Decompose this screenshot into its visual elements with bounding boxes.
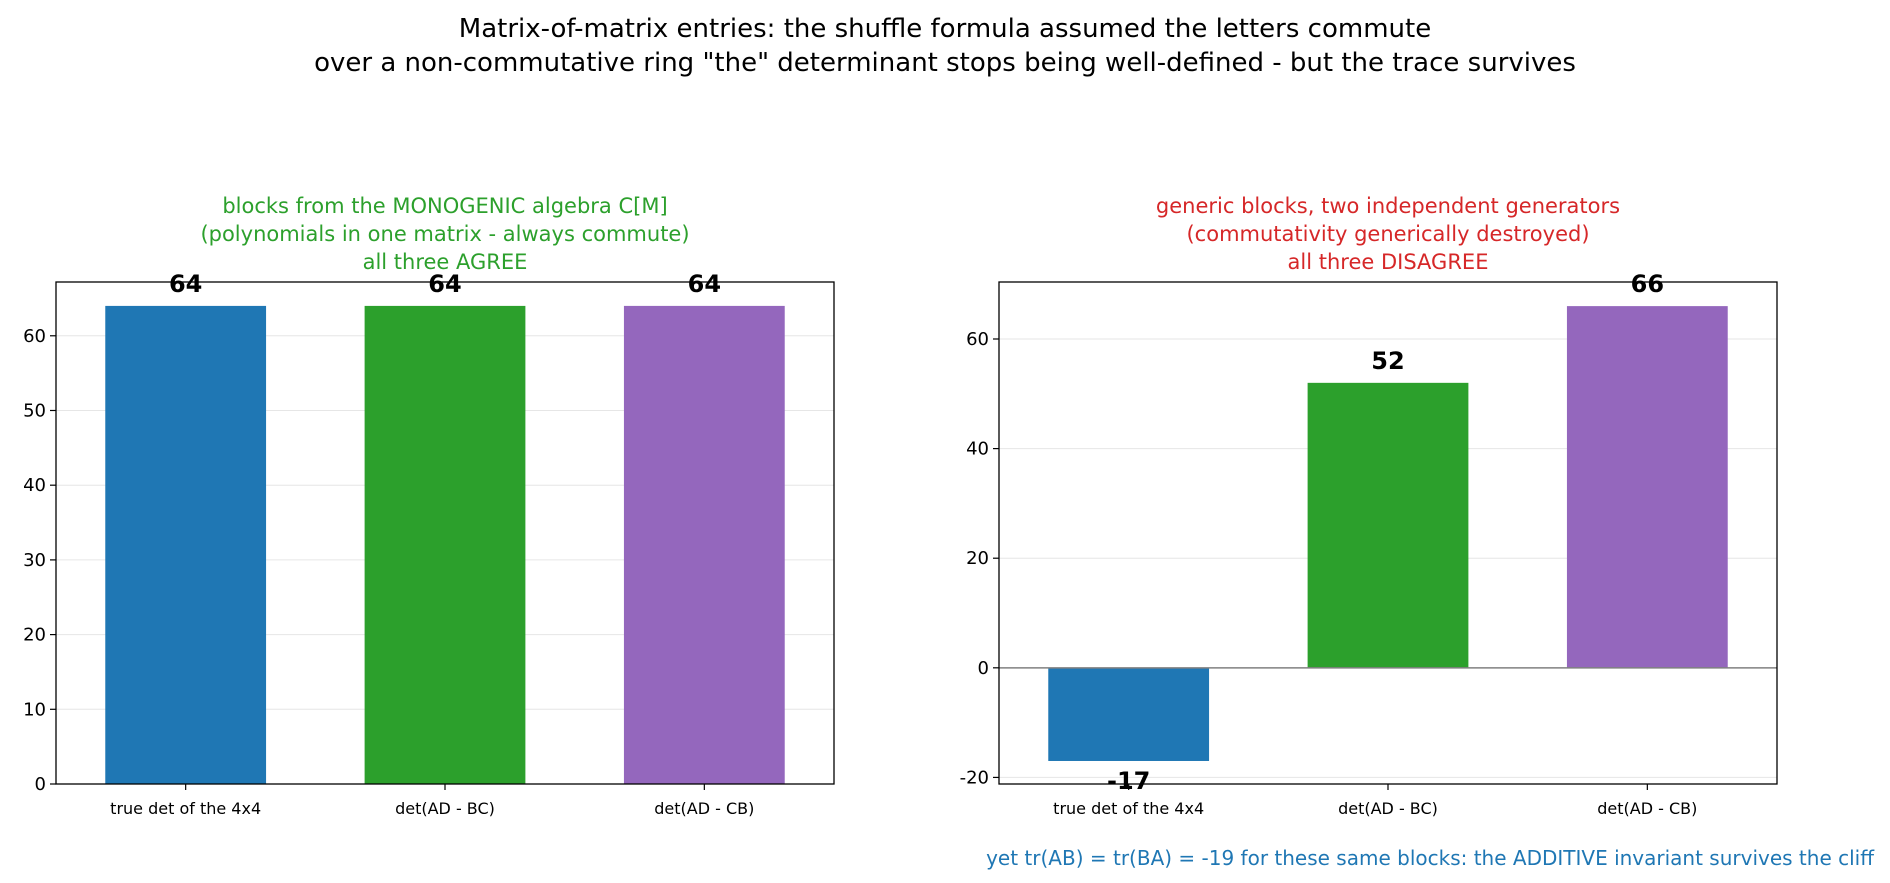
footnote: yet tr(AB) = tr(BA) = -19 for these same… [986,846,1874,870]
panel-2-value-label-2: 52 [1371,347,1404,375]
panel-1-category-label-2: det(AD - BC) [395,799,495,818]
panel-1-bar-1 [105,305,267,784]
panel-2-value-label-3: 66 [1631,270,1664,298]
panel-2-bar-2 [1307,382,1469,668]
panel-2-bar-3 [1566,306,1728,668]
panel-2-ytick-label-3: 40 [966,439,989,460]
panel-1-title-line-3: all three AGREE [363,250,528,274]
panel-2-ytick-label-4: 60 [966,329,989,350]
panel-2-title-line-3: all three DISAGREE [1288,250,1489,274]
panel-1-bar-2 [364,305,526,784]
panel-2-title-line-1: generic blocks, two independent generato… [1156,194,1620,218]
panel-2-ytick-label-0: -20 [960,767,989,788]
figure-title-line-1: Matrix-of-matrix entries: the shuffle fo… [458,14,1432,44]
panel-1-bar-3 [623,305,785,784]
panel-1-category-label-1: true det of the 4x4 [110,799,261,818]
figure-title: Matrix-of-matrix entries: the shuffle fo… [0,12,1890,80]
panel-1-ytick-label-6: 60 [23,326,46,347]
figure-title-line-2: over a non-commutative ring "the" determ… [314,48,1576,78]
panel-2-value-label-1: -17 [1107,767,1150,795]
panel-1-ytick-label-2: 20 [23,625,46,646]
panel-1-ytick-label-1: 10 [23,699,46,720]
panel-2-category-label-2: det(AD - BC) [1338,799,1438,818]
panel-2-bar-1 [1048,667,1210,761]
panel-1-ytick-label-5: 50 [23,400,46,421]
panel-1-value-label-2: 64 [428,270,461,298]
panel-1-value-label-1: 64 [169,270,202,298]
panel-1-category-label-3: det(AD - CB) [654,799,754,818]
panel-2-category-label-3: det(AD - CB) [1597,799,1697,818]
panel-1-ytick-label-0: 0 [35,774,46,795]
panel-2-ytick-label-1: 0 [978,658,989,679]
panel-1-ytick-label-4: 40 [23,475,46,496]
panel-1-ytick-label-3: 30 [23,550,46,571]
panel-1-title-line-1: blocks from the MONOGENIC algebra C[M] [222,194,667,218]
panel-2-ytick-label-2: 20 [966,548,989,569]
panel-2-title-line-2: (commutativity generically destroyed) [1186,222,1589,246]
panel-1-title-line-2: (polynomials in one matrix - always comm… [200,222,689,246]
panel-1-value-label-3: 64 [688,270,721,298]
panel-2-category-label-1: true det of the 4x4 [1053,799,1204,818]
